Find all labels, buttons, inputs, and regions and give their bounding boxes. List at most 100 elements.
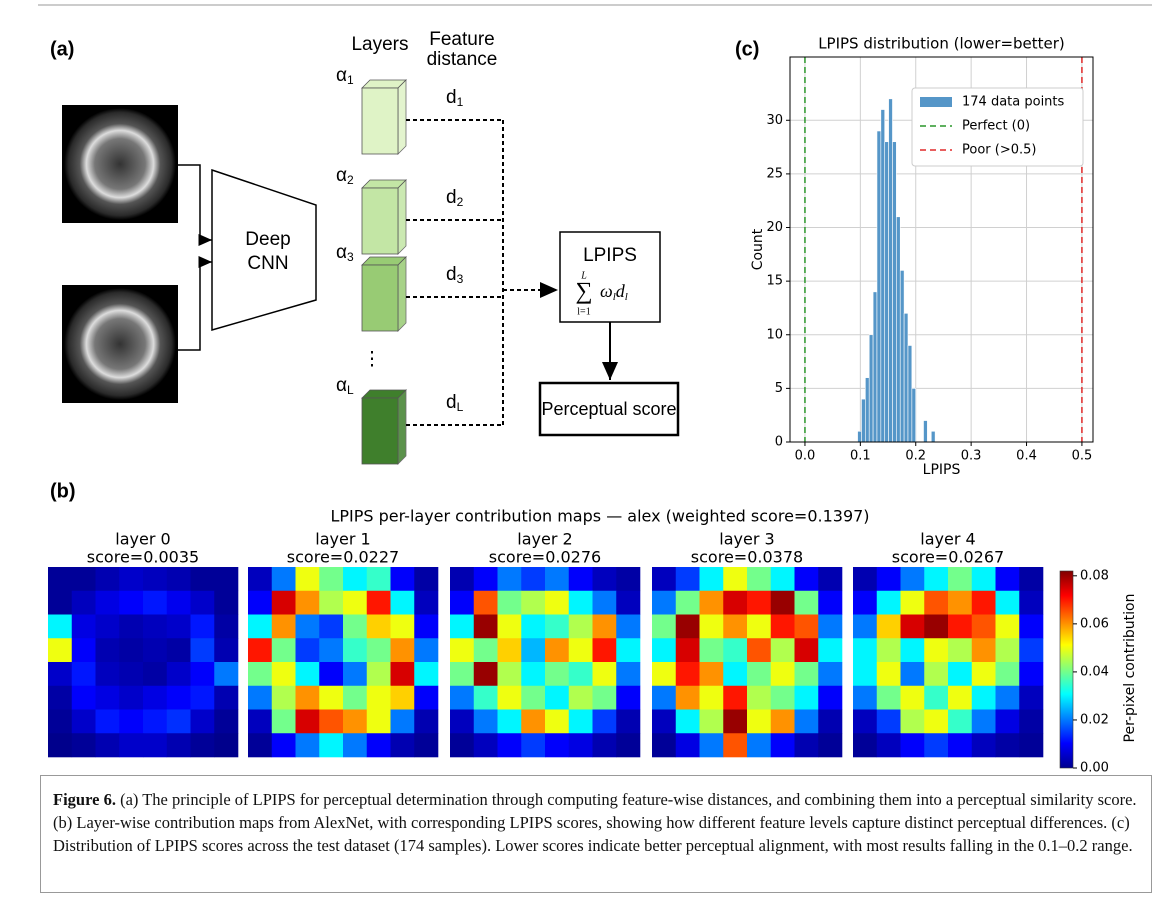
heatmap-cell: [319, 733, 343, 757]
heatmap-cell: [853, 733, 877, 757]
heatmap-cell: [569, 733, 593, 757]
heatmap-cell: [569, 662, 593, 686]
heatmap-cell: [143, 567, 167, 591]
heatmap-cell: [545, 733, 569, 757]
colorbar-tick-label: 0.00: [1080, 761, 1109, 776]
heatmap-cell: [616, 591, 640, 615]
bar: [869, 335, 873, 442]
heatmap-cell: [521, 662, 545, 686]
heatmap-cell: [272, 733, 296, 757]
heatmap-cell: [96, 710, 120, 734]
heatmap-cell: [818, 662, 842, 686]
heatmap-cell: [569, 591, 593, 615]
heatmap-cell: [593, 733, 617, 757]
heatmap-cell: [747, 567, 771, 591]
map-score: score=0.0378: [691, 548, 803, 567]
heatmap-cell: [119, 733, 143, 757]
heatmap-cell: [996, 615, 1020, 639]
heatmap-cell: [48, 591, 72, 615]
heatmap-cell: [414, 710, 438, 734]
heatmap-cell: [119, 567, 143, 591]
subscript: 2: [457, 195, 464, 209]
heatmap-cell: [676, 615, 700, 639]
arrow: [178, 262, 212, 350]
lpips-title: LPIPS: [583, 245, 637, 266]
bar: [865, 378, 869, 442]
heatmap-cell: [414, 615, 438, 639]
heatmap-cell: [901, 591, 925, 615]
heatmap-cell: [569, 638, 593, 662]
heatmap-cell: [319, 591, 343, 615]
heatmap-cell: [901, 710, 925, 734]
heatmap-cell: [474, 733, 498, 757]
layer-cube: [362, 188, 398, 254]
heatmap-cell: [818, 686, 842, 710]
heatmap-cell: [700, 615, 724, 639]
legend-label: Poor (>0.5): [962, 143, 1036, 158]
heatmap-cell: [248, 638, 272, 662]
heatmap-cell: [545, 686, 569, 710]
subscript: L: [457, 400, 464, 414]
heatmap-cell: [343, 733, 367, 757]
heatmap-cell: [901, 662, 925, 686]
heatmap-cell: [450, 710, 474, 734]
map-score: score=0.0276: [489, 548, 601, 567]
heatmap-cell: [818, 615, 842, 639]
heatmap-cell: [48, 662, 72, 686]
heatmap-cell: [924, 733, 948, 757]
heatmap-cell: [652, 733, 676, 757]
heatmap-cell: [616, 662, 640, 686]
heatmap-cell: [96, 686, 120, 710]
map-title: layer 2: [517, 530, 572, 549]
heatmap-cell: [414, 733, 438, 757]
layer-cube-side: [398, 180, 406, 254]
heatmap-cell: [167, 591, 191, 615]
heatmap-cell: [616, 567, 640, 591]
heatmap-cell: [96, 662, 120, 686]
heatmap-cell: [143, 591, 167, 615]
heatmap-cell: [248, 686, 272, 710]
map-title: layer 3: [719, 530, 774, 549]
x-tick-label: 0.5: [1072, 449, 1093, 464]
colorbar-tick-label: 0.04: [1080, 664, 1109, 679]
panel-label: (c): [735, 38, 759, 60]
heatmap-cell: [143, 662, 167, 686]
subscript: 3: [347, 250, 354, 264]
heatmap-cell: [616, 686, 640, 710]
heatmap-cell: [450, 686, 474, 710]
subscript: 1: [347, 73, 354, 87]
bar: [931, 431, 935, 442]
heatmap-cell: [901, 638, 925, 662]
heatmap-cell: [391, 638, 415, 662]
heatmap-cell: [296, 615, 320, 639]
heatmap-cell: [319, 615, 343, 639]
heatmap-cell: [248, 615, 272, 639]
heatmap-cell: [474, 638, 498, 662]
section-title: LPIPS per-layer contribution maps — alex…: [330, 507, 869, 526]
heatmap-cell: [545, 591, 569, 615]
heatmap-cell: [877, 638, 901, 662]
x-tick-label: 0.1: [850, 449, 871, 464]
heatmap-cell: [474, 686, 498, 710]
heatmap-cell: [948, 615, 972, 639]
heatmap-cell: [72, 591, 96, 615]
heatmap-cell: [972, 567, 996, 591]
heatmap-cell: [1019, 662, 1043, 686]
colorbar-tick-label: 0.08: [1080, 568, 1109, 583]
layer-cube-side: [398, 80, 406, 154]
heatmap-cell: [319, 662, 343, 686]
heatmap-cell: [924, 686, 948, 710]
bar: [900, 270, 904, 442]
heatmap-cell: [450, 662, 474, 686]
symbol: d: [446, 87, 457, 108]
heatmap-cell: [747, 686, 771, 710]
heatmap-cell: [818, 567, 842, 591]
symbol-label: α2: [336, 165, 354, 187]
heatmap-cell: [853, 591, 877, 615]
y-tick-label: 5: [775, 381, 783, 396]
heatmap-cell: [924, 638, 948, 662]
heatmap-cell: [191, 638, 215, 662]
heatmap-cell: [676, 638, 700, 662]
page: (a)LayersFeaturedistanceDeepCNNα1d1α2d2α…: [0, 0, 1168, 910]
